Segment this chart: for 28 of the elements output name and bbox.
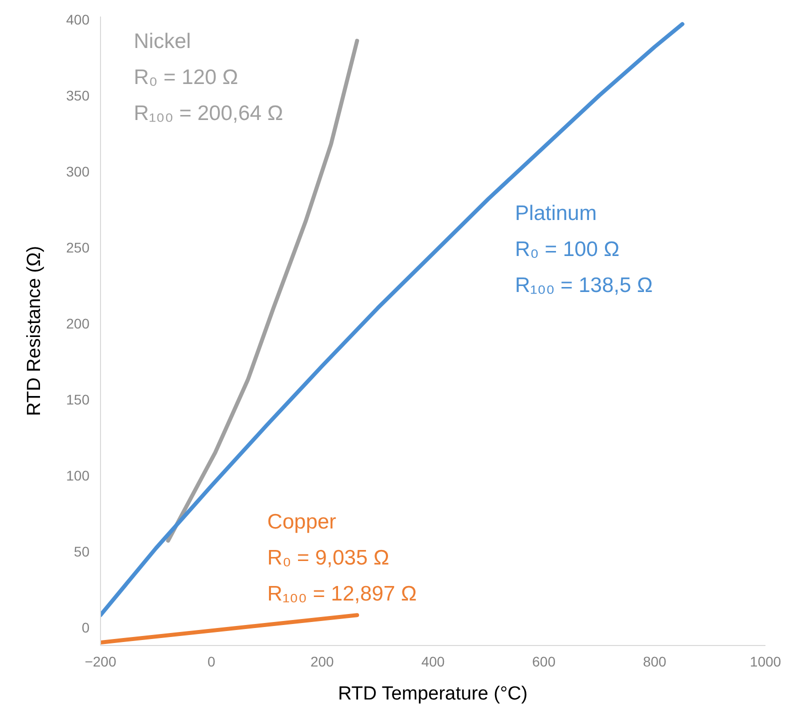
series-label: Platinum: [515, 202, 597, 225]
y-axis-title: RTD Resistance (Ω): [24, 246, 46, 416]
y-tick-label: 350: [66, 88, 90, 104]
annotation: R₀ = 9,035 Ω: [267, 546, 390, 570]
y-tick-label: 400: [66, 12, 90, 28]
line-series: [100, 22, 684, 618]
annotation: R₀ = 100 Ω: [515, 238, 620, 261]
x-tick-label: 0: [207, 654, 216, 670]
x-tick-label: 1000: [750, 654, 782, 670]
annotation: R₀ = 120 Ω: [134, 66, 238, 90]
x-tick-label: 400: [421, 654, 445, 670]
text: Copper: [267, 510, 336, 534]
x-tick-label: 200: [310, 654, 334, 670]
y-tick-label: 200: [66, 315, 90, 332]
annotation: R₁₀₀ = 138,5 Ω: [515, 274, 653, 297]
annotation: R₁₀₀ = 12,897 Ω: [267, 582, 417, 606]
annotation: R₁₀₀ = 200,64 Ω: [134, 102, 284, 126]
x-tick-label: −200: [84, 654, 116, 670]
y-tick-label: 0: [82, 619, 90, 636]
y-tick-label: 50: [74, 543, 90, 560]
text: Nickel: [134, 30, 191, 54]
y-tick-label: 300: [66, 163, 90, 180]
x-tick-label: 800: [642, 654, 667, 670]
y-tick-label: 250: [66, 239, 90, 256]
y-tick-label: 150: [66, 391, 90, 408]
x-axis-title: RTD Temperature (°C): [338, 684, 528, 704]
y-tick-label: 100: [66, 467, 90, 484]
x-tick-label: 600: [532, 654, 556, 670]
